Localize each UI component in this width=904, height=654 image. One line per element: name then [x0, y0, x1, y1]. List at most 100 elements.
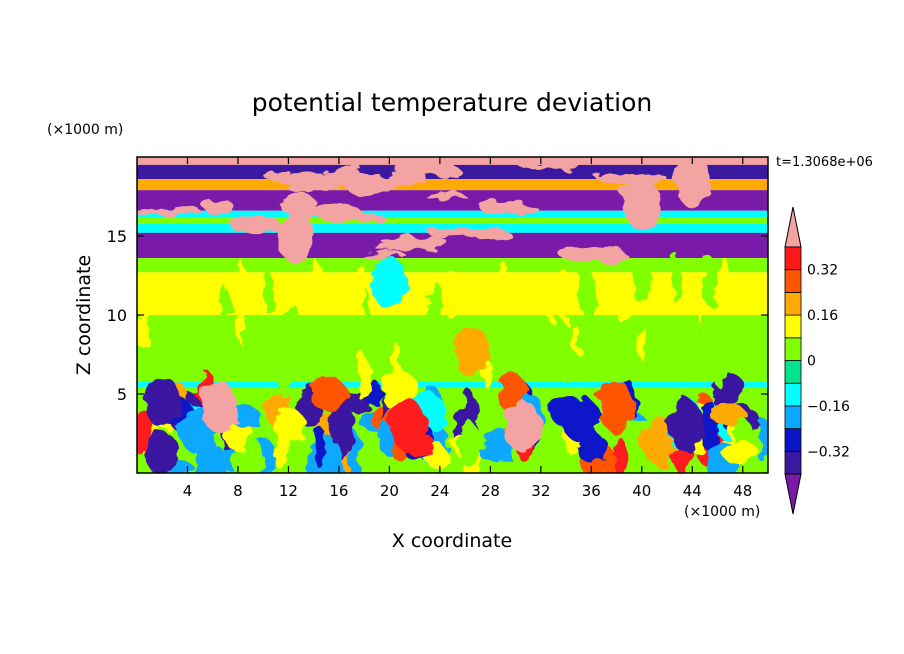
- upper-anomaly-7: [425, 192, 467, 200]
- mid-streak-1: [710, 331, 728, 387]
- mid-streak-11: [636, 325, 646, 359]
- x-axis-label: X coordinate: [392, 530, 512, 552]
- x-tick-label: 32: [531, 482, 550, 500]
- x-tick-label: 8: [233, 482, 243, 500]
- colorbar-swatch-7: [784, 291, 802, 316]
- mid-streak-30: [483, 361, 494, 389]
- x-tick-label: 16: [329, 482, 348, 500]
- mid-streak-37: [697, 279, 705, 324]
- contour-band-6: [137, 223, 768, 233]
- x-tick-label: 4: [183, 482, 193, 500]
- mid-streak-3: [313, 261, 323, 306]
- upper-anomaly-5: [393, 161, 459, 177]
- x-tick-label: 12: [279, 482, 298, 500]
- feature-7: [390, 399, 427, 452]
- mid-streak-6: [280, 301, 298, 336]
- mid-streak-36: [562, 329, 573, 385]
- upper-anomaly-16: [517, 161, 584, 169]
- upper-anomaly-17: [277, 192, 316, 213]
- mid-streak-18: [355, 264, 367, 304]
- turbulence-blob-58: [145, 431, 179, 473]
- time-label: t=1.3068e+06: [776, 155, 873, 170]
- mid-streak-21: [613, 331, 627, 373]
- contour-band-2: [137, 179, 768, 191]
- turbulence-blob-91: [359, 441, 375, 473]
- mid-streak-10: [591, 325, 606, 363]
- colorbar-swatch-5: [784, 337, 802, 361]
- mid-streak-20: [363, 290, 371, 347]
- feature-9: [144, 375, 181, 428]
- mid-streak-35: [393, 344, 402, 402]
- colorbar-swatch-0: [784, 450, 802, 475]
- upper-anomaly-13: [558, 245, 626, 263]
- upper-anomaly-20: [286, 179, 339, 194]
- feature-0: [453, 325, 490, 378]
- turbulence-blob-97: [561, 400, 602, 443]
- turbulence-blob-14: [274, 428, 289, 472]
- mid-streak-29: [426, 280, 441, 333]
- turbulence-blob-106: [710, 406, 748, 426]
- mid-streak-7: [578, 263, 596, 321]
- mid-streak-0: [633, 262, 651, 305]
- mid-streak-16: [137, 318, 149, 348]
- mid-streak-13: [718, 257, 731, 303]
- upper-anomaly-11: [202, 199, 234, 213]
- contour-features: [137, 157, 768, 473]
- x-tick-label: 20: [380, 482, 399, 500]
- colorbar-swatch-6: [784, 314, 802, 339]
- upper-anomaly-14: [322, 169, 364, 186]
- feature-1: [371, 257, 408, 310]
- y-axis-label: Z coordinate: [73, 255, 95, 375]
- y-axis-ticks: 5 10 15: [107, 227, 768, 404]
- feature-4: [276, 210, 313, 262]
- x-tick-label: 36: [582, 482, 601, 500]
- colorbar-swatch-1: [784, 428, 802, 452]
- contour-band-7: [137, 232, 768, 259]
- contour-band-4: [137, 210, 768, 218]
- colorbar-tick-label: −0.32: [807, 444, 850, 460]
- x-unit-label: (×1000 m): [684, 504, 760, 520]
- chart-title: potential temperature deviation: [252, 88, 652, 117]
- colorbar-swatch-4: [784, 360, 802, 384]
- colorbar-under-triangle: [784, 473, 802, 515]
- colorbar-tick-label: 0.32: [807, 263, 838, 279]
- turbulence-blob-104: [721, 439, 757, 465]
- y-tick-label: 15: [107, 227, 127, 246]
- feature-6: [674, 157, 711, 207]
- mid-streak-4: [190, 322, 208, 380]
- upper-anomaly-6: [230, 216, 282, 234]
- mid-streak-22: [276, 357, 289, 398]
- contour-band-11: [137, 381, 768, 388]
- feature-5: [623, 178, 660, 231]
- turbulence-blob-42: [478, 443, 512, 462]
- plot-area: [137, 157, 768, 473]
- upper-anomaly-23: [153, 205, 201, 217]
- contour-band-5: [137, 217, 768, 224]
- mid-streak-32: [263, 262, 274, 315]
- upper-anomaly-15: [355, 213, 386, 224]
- turbulence-blob-96: [309, 377, 348, 411]
- colorbar-swatch-3: [784, 382, 802, 407]
- upper-anomaly-2: [359, 250, 406, 258]
- feature-8: [598, 380, 635, 433]
- mid-streak-31: [137, 275, 151, 323]
- x-tick-label: 40: [632, 482, 651, 500]
- upper-anomaly-22: [381, 235, 447, 247]
- colorbar-tick-label: −0.16: [807, 399, 850, 415]
- turbulence-blob-103: [458, 419, 479, 467]
- turbulence-blob-105: [313, 426, 326, 469]
- mid-streak-14: [356, 352, 371, 403]
- colorbar-swatch-9: [784, 246, 802, 271]
- upper-anomaly-24: [428, 226, 455, 238]
- y-tick-label: 5: [117, 385, 127, 404]
- colorbar: 0.32 0.16 0 −0.16 −0.32: [784, 206, 850, 515]
- turbulence-blob-37: [272, 410, 307, 438]
- feature-3: [503, 399, 540, 452]
- colorbar-swatch-2: [784, 405, 802, 429]
- mid-streak-39: [559, 271, 573, 325]
- mid-streak-9: [701, 257, 719, 307]
- x-tick-label: 24: [430, 482, 449, 500]
- feature-10: [667, 399, 704, 452]
- mid-streak-25: [236, 258, 244, 302]
